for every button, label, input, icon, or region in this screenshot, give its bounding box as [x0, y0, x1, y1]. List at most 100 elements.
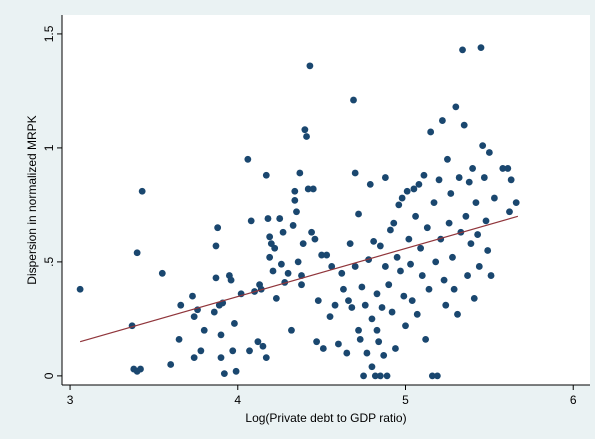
- point: [395, 201, 403, 209]
- point: [475, 263, 483, 270]
- y-tick-label: .5: [42, 257, 56, 267]
- point: [482, 217, 490, 225]
- point: [262, 354, 270, 362]
- point: [138, 187, 146, 195]
- point: [348, 304, 356, 311]
- point: [415, 180, 423, 188]
- point: [262, 171, 270, 179]
- point: [314, 297, 322, 305]
- point: [368, 315, 376, 323]
- point: [452, 103, 460, 111]
- point: [319, 345, 327, 352]
- point: [246, 347, 253, 355]
- point: [340, 285, 347, 293]
- point: [355, 210, 362, 218]
- point: [425, 285, 433, 293]
- point: [355, 326, 362, 334]
- point: [231, 320, 238, 327]
- point: [308, 228, 315, 236]
- point: [467, 240, 475, 248]
- point: [217, 331, 225, 339]
- point: [455, 174, 463, 181]
- point: [462, 212, 470, 220]
- point: [393, 253, 401, 261]
- point: [506, 208, 513, 216]
- point: [197, 347, 205, 355]
- point: [264, 215, 272, 222]
- point: [385, 281, 393, 289]
- point: [232, 367, 240, 375]
- point: [435, 176, 443, 184]
- point: [212, 274, 220, 282]
- point: [276, 215, 284, 222]
- point: [507, 176, 515, 184]
- point: [175, 336, 183, 343]
- point: [388, 308, 396, 316]
- point: [397, 267, 404, 275]
- point: [398, 194, 406, 202]
- point: [220, 370, 228, 378]
- point: [485, 149, 493, 156]
- point: [422, 336, 430, 343]
- point: [480, 174, 488, 181]
- point: [288, 326, 295, 334]
- x-tick-label: 6: [570, 393, 577, 407]
- point: [279, 228, 287, 236]
- point: [420, 171, 428, 179]
- point: [271, 244, 279, 252]
- point: [460, 121, 468, 129]
- point: [212, 242, 220, 250]
- point: [376, 372, 384, 380]
- point: [383, 372, 391, 380]
- point: [512, 199, 520, 207]
- point: [259, 342, 267, 350]
- point: [432, 258, 440, 266]
- point: [190, 313, 198, 321]
- point: [351, 169, 359, 177]
- point: [465, 178, 473, 186]
- point: [440, 276, 448, 284]
- point: [289, 222, 297, 229]
- point: [405, 235, 413, 243]
- point: [318, 251, 326, 259]
- point: [477, 44, 485, 52]
- point: [487, 272, 495, 279]
- point: [254, 338, 262, 346]
- point: [167, 361, 175, 368]
- point: [428, 372, 436, 380]
- point: [380, 351, 388, 359]
- point: [410, 185, 418, 193]
- point: [417, 244, 424, 252]
- point: [370, 237, 378, 245]
- x-axis-title: Log(Private debt to GDP ratio): [245, 411, 406, 425]
- point: [244, 155, 252, 163]
- point: [335, 340, 342, 348]
- point: [444, 155, 451, 163]
- point: [439, 117, 446, 124]
- point: [291, 196, 299, 204]
- point: [418, 272, 426, 279]
- point: [381, 263, 389, 270]
- point: [299, 240, 307, 248]
- point: [311, 235, 319, 243]
- point: [490, 194, 498, 202]
- point: [433, 372, 441, 380]
- y-axis-title: Dispersion in normalized MRPK: [25, 115, 39, 284]
- point: [423, 224, 431, 232]
- point: [293, 208, 300, 216]
- point: [284, 269, 292, 277]
- point: [445, 219, 453, 227]
- point: [269, 267, 277, 275]
- point: [402, 322, 409, 330]
- point: [484, 247, 492, 254]
- x-tick-label: 4: [234, 393, 241, 407]
- point: [479, 142, 487, 150]
- x-tick-label: 3: [67, 393, 74, 407]
- point: [407, 260, 414, 268]
- point: [360, 372, 367, 380]
- point: [412, 212, 419, 220]
- point: [390, 219, 398, 227]
- point: [403, 187, 411, 195]
- point: [392, 345, 399, 352]
